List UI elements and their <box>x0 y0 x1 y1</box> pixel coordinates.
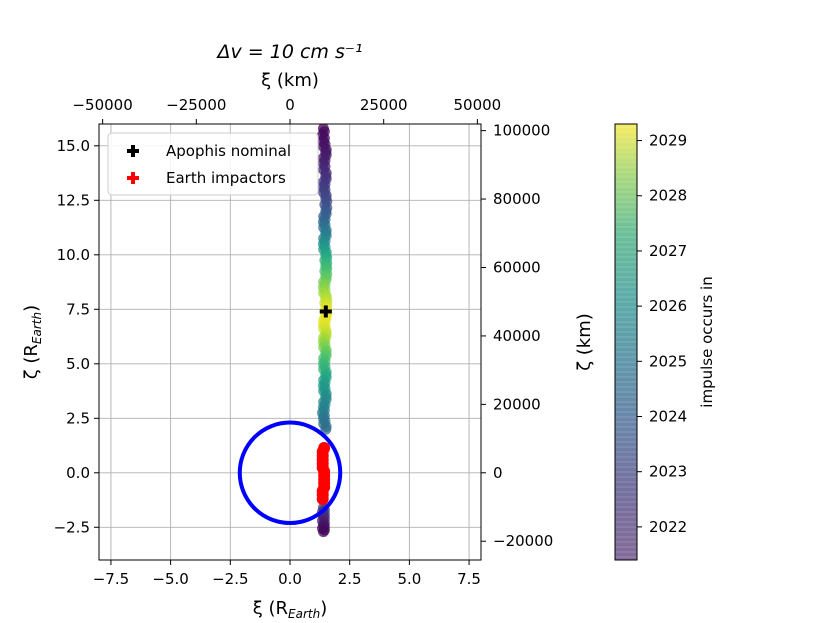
trail-point <box>320 423 332 435</box>
y-tick-label-right: 40000 <box>493 327 541 345</box>
colorbar-axis: 2022 2023 2024 2025 2026 2027 2028 2029 <box>637 132 687 536</box>
legend-marker <box>127 145 139 157</box>
x-axis-bottom-label-main: ξ (R <box>253 598 288 619</box>
colorbar-tick-label: 2023 <box>649 463 687 481</box>
colorbar-tick-label: 2028 <box>649 187 687 205</box>
x-tick-label-bottom: 5.0 <box>397 570 421 588</box>
chart-title: Δv = 10 cm s⁻¹ <box>216 41 363 63</box>
x-tick-label-bottom: 7.5 <box>457 570 481 588</box>
y-axis-left-label-end: ) <box>21 305 42 312</box>
x-tick-label-bottom: 0.0 <box>278 570 302 588</box>
y-tick-label-left: 10.0 <box>57 246 90 264</box>
y-tick-label-right: −20000 <box>493 532 553 550</box>
x-tick-label-bottom: −7.5 <box>93 570 129 588</box>
colorbar-tick-label: 2029 <box>649 132 687 150</box>
y-axis-left-label-sub: Earth <box>30 312 44 344</box>
y-tick-label-left: 7.5 <box>66 300 90 318</box>
x-tick-label-top: −25000 <box>166 96 226 114</box>
colorbar-tick-label: 2022 <box>649 518 687 536</box>
earth-impactor-point <box>318 441 331 454</box>
colorbar <box>615 124 637 560</box>
plus-bar-vertical <box>131 145 135 157</box>
y-tick-label-left: 5.0 <box>66 355 90 373</box>
plus-bar-vertical <box>131 172 135 184</box>
y-axis-right: −20000 0 20000 40000 60000 80000 100000 <box>481 122 553 550</box>
legend-label: Apophis nominal <box>166 142 291 160</box>
y-tick-label-right: 0 <box>493 464 503 482</box>
apophis-nominal-point <box>319 305 332 318</box>
trail-point <box>317 526 329 538</box>
x-tick-label-bottom: −2.5 <box>212 570 248 588</box>
plus-bar-vertical <box>323 305 328 318</box>
y-axis-left-label: ζ (REarth) <box>21 305 44 379</box>
y-tick-label-left: 12.5 <box>57 191 90 209</box>
x-axis-bottom-label: ξ (REarth) <box>253 598 328 621</box>
y-tick-label-right: 100000 <box>493 122 550 140</box>
colorbar-tick-label: 2027 <box>649 242 687 260</box>
earth-impactors-markers <box>316 441 331 505</box>
y-tick-label-right: 60000 <box>493 258 541 276</box>
x-tick-label-top: 25000 <box>360 96 408 114</box>
y-tick-label-left: −2.5 <box>54 518 90 536</box>
y-tick-label-right: 80000 <box>493 190 541 208</box>
legend-marker <box>127 172 139 184</box>
x-tick-label-top: 50000 <box>454 96 502 114</box>
legend: Apophis nominal Earth impactors <box>107 132 319 196</box>
earth-circle <box>237 420 343 526</box>
x-axis-bottom-label-sub: Earth <box>288 607 320 621</box>
x-tick-label-top: 0 <box>285 96 295 114</box>
colorbar-bands <box>615 126 637 558</box>
colorbar-label: impulse occurs in <box>698 276 716 407</box>
y-tick-label-left: 15.0 <box>57 137 90 155</box>
y-tick-label-right: 20000 <box>493 395 541 413</box>
legend-label: Earth impactors <box>166 169 286 187</box>
x-tick-label-top: −50000 <box>72 96 132 114</box>
colorbar-frame <box>614 123 638 561</box>
apophis-nominal-marker <box>319 305 332 318</box>
y-tick-label-left: 2.5 <box>66 409 90 427</box>
x-tick-label-bottom: 2.5 <box>338 570 362 588</box>
colorbar-tick-label: 2026 <box>649 297 687 315</box>
x-axis-bottom: −7.5 −5.0 −2.5 0.0 2.5 5.0 7.5 <box>93 560 481 588</box>
x-tick-label-bottom: −5.0 <box>152 570 188 588</box>
legend-box <box>107 132 319 196</box>
x-axis-top-label: ξ (km) <box>261 70 319 91</box>
y-axis-left-label-main: ζ (R <box>21 344 42 379</box>
y-axis-right-label: ζ (km) <box>574 313 595 371</box>
colorbar-tick-label: 2024 <box>649 408 687 426</box>
x-axis-top: −50000 −25000 0 25000 50000 <box>72 96 501 124</box>
y-tick-label-left: 0.0 <box>66 464 90 482</box>
grid-lines <box>99 124 481 560</box>
colorbar-tick-label: 2025 <box>649 352 687 370</box>
x-axis-bottom-label-end: ) <box>320 598 327 619</box>
y-axis-left: −2.5 0.0 2.5 5.0 7.5 10.0 12.5 15.0 <box>54 137 99 536</box>
